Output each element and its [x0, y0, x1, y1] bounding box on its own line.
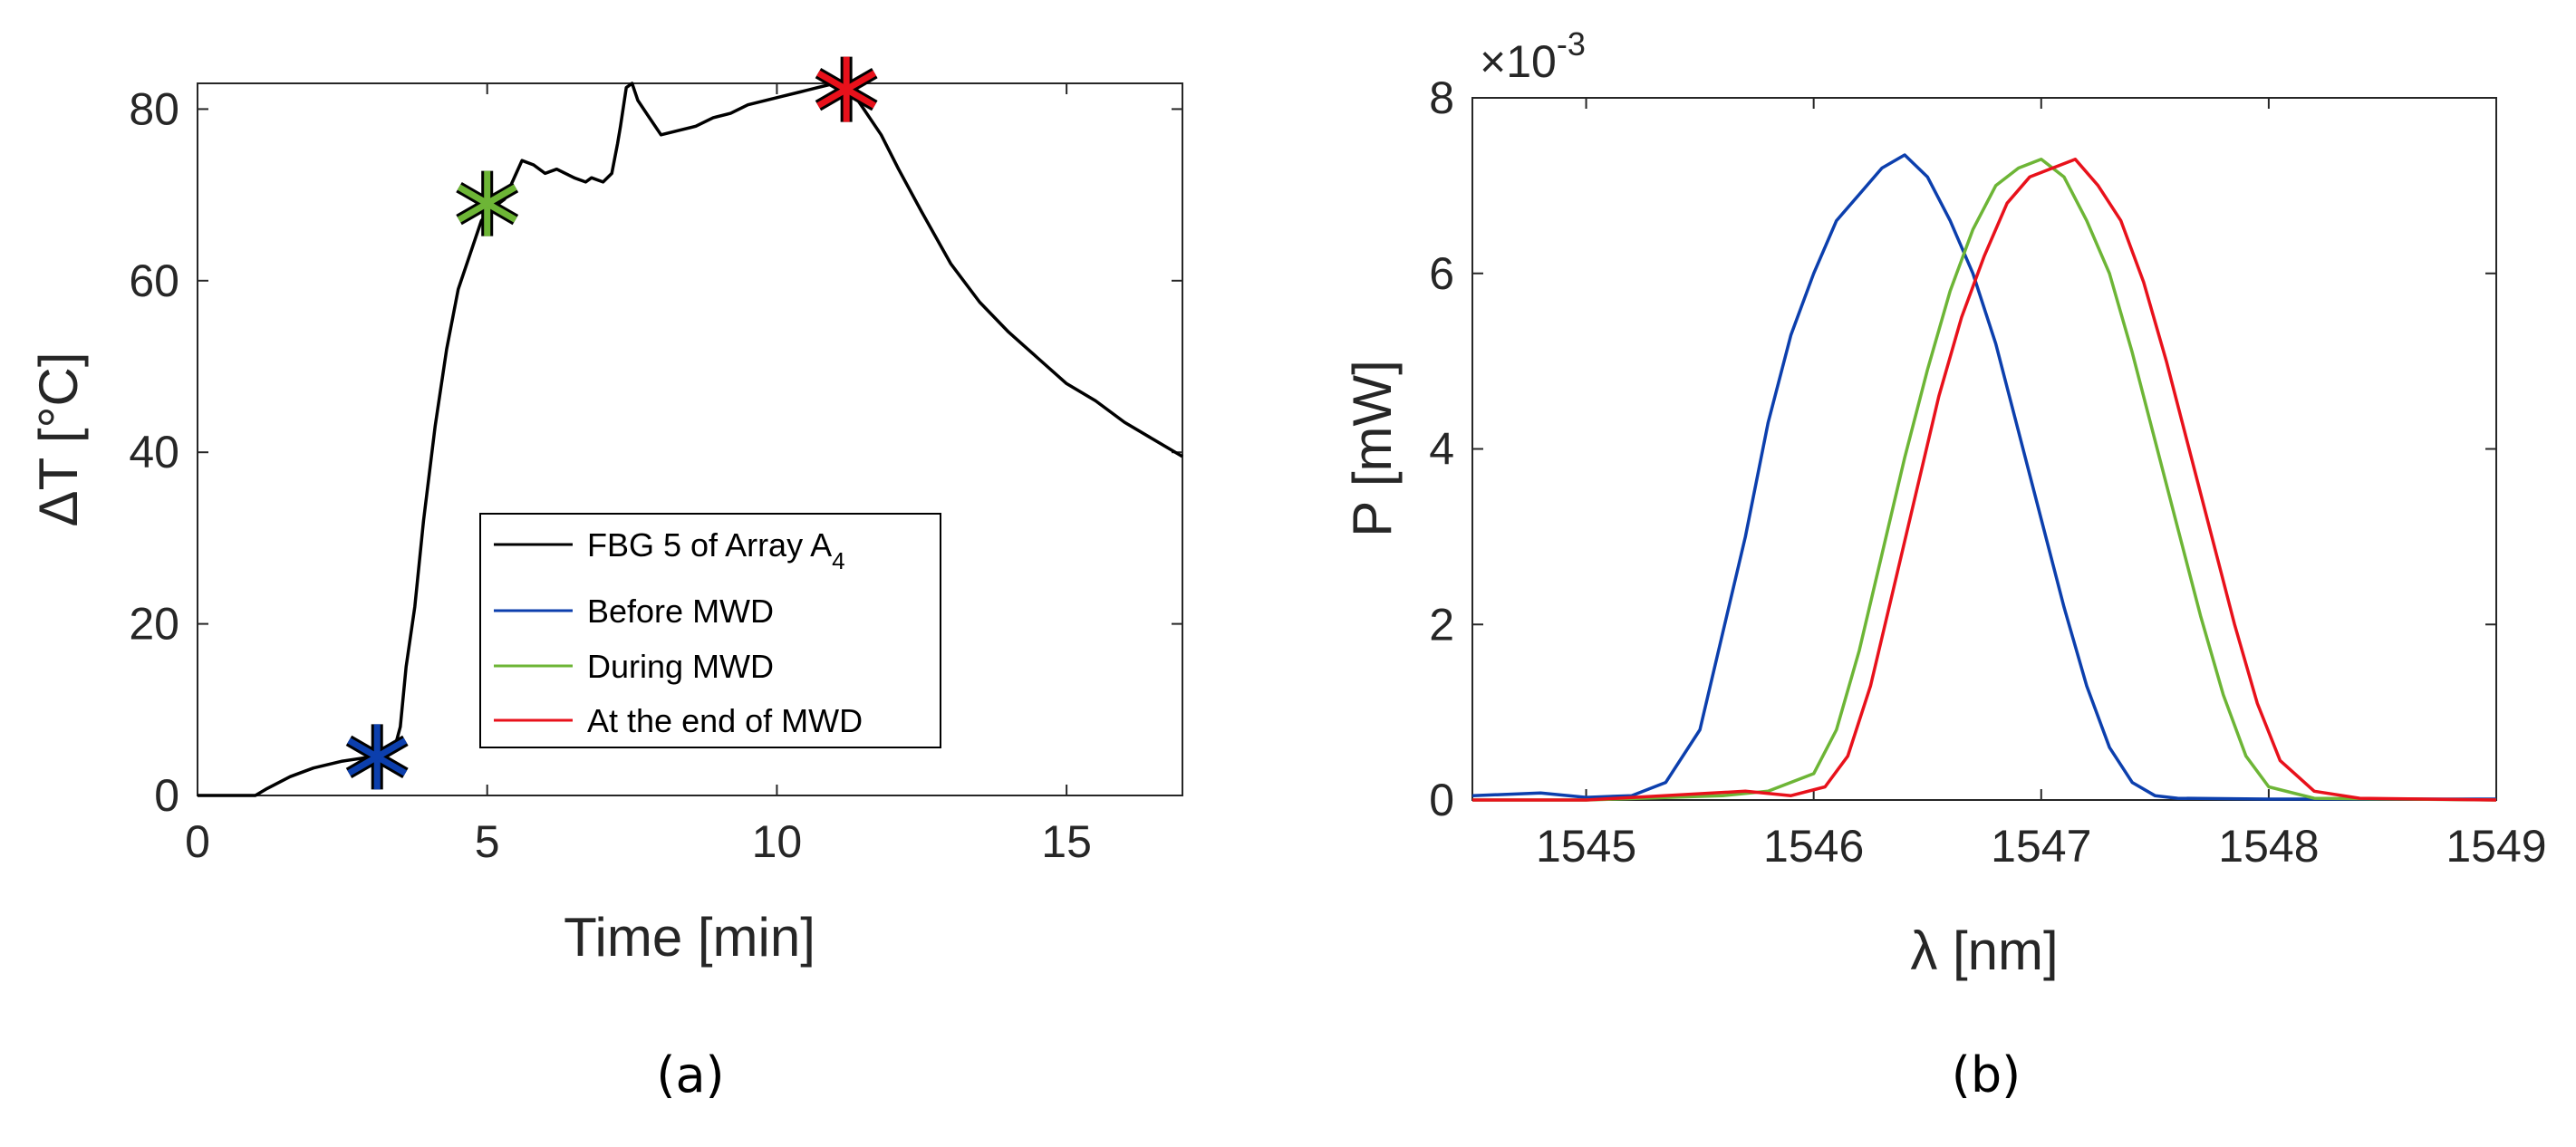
y-tick-label: 20	[129, 599, 179, 650]
legend-label-before: Before MWD	[587, 593, 774, 630]
x-tick-label: 1548	[2218, 821, 2319, 872]
x-tick-label: 1546	[1763, 821, 1864, 872]
legend-a: FBG 5 of Array A4 Before MWD During MWD …	[479, 513, 941, 748]
y-tick-label: 80	[129, 83, 179, 134]
y-tick-label: 8	[1429, 72, 1454, 123]
panel-a: 0 5 10 15 0 20 40 60 80 Time [min] ΔT [°C] FBG …	[28, 56, 1183, 1104]
y-tick-label: 60	[129, 255, 179, 306]
plot-area-b	[1471, 97, 2497, 801]
legend-label-during: During MWD	[587, 648, 774, 685]
legend-box	[479, 513, 941, 748]
series-line-before-mwd	[1471, 153, 2496, 801]
series-lines-a	[198, 82, 1183, 797]
event-markers-a	[345, 56, 878, 790]
legend-label-fbg: FBG 5 of Array A4	[587, 526, 845, 574]
x-axis-label-b: λ [nm]	[1910, 920, 2058, 981]
y-ticks-b: 0 2 4 6 8	[1429, 72, 2496, 825]
series-line-at-the-end-of-mwd	[1472, 158, 2497, 802]
x-tick-label: 1547	[1991, 821, 2091, 872]
y-ticks-a: 0 20 40 60 80	[129, 83, 1182, 821]
series-line-fbg-5-of-array-a4	[198, 82, 1183, 797]
y-axis-label-b: P [mW]	[1342, 360, 1403, 537]
y-multiplier-b: ×10-3	[1480, 25, 1586, 87]
y-tick-label: 4	[1429, 424, 1454, 475]
panel-label-a: (a)	[656, 1046, 724, 1104]
marker-during-mwd	[456, 170, 519, 236]
marker-before-mwd	[345, 724, 409, 790]
y-tick-label: 0	[154, 770, 179, 821]
x-tick-label: 1549	[2446, 821, 2546, 872]
y-tick-label: 0	[1429, 775, 1454, 825]
x-tick-label: 15	[1041, 816, 1092, 867]
x-tick-label: 5	[475, 816, 500, 867]
y-axis-label-a: ΔT [°C]	[28, 352, 89, 527]
y-tick-label: 6	[1429, 248, 1454, 299]
x-tick-label: 1545	[1536, 821, 1636, 872]
y-tick-label: 40	[129, 427, 179, 477]
x-tick-label: 0	[185, 816, 210, 867]
panel-label-b: (b)	[1952, 1046, 2021, 1104]
x-ticks-a: 0 5 10 15	[185, 83, 1092, 867]
marker-at-the-end-of-mwd	[815, 56, 878, 122]
series-line-during-mwd	[1472, 158, 2497, 802]
series-lines-b	[1471, 153, 2497, 802]
x-tick-label: 10	[752, 816, 803, 867]
x-axis-label-a: Time [min]	[564, 907, 815, 968]
legend-label-end: At the end of MWD	[587, 702, 863, 739]
x-ticks-b: 1545 1546 1547 1548 1549	[1536, 98, 2547, 872]
y-tick-label: 2	[1429, 599, 1454, 650]
